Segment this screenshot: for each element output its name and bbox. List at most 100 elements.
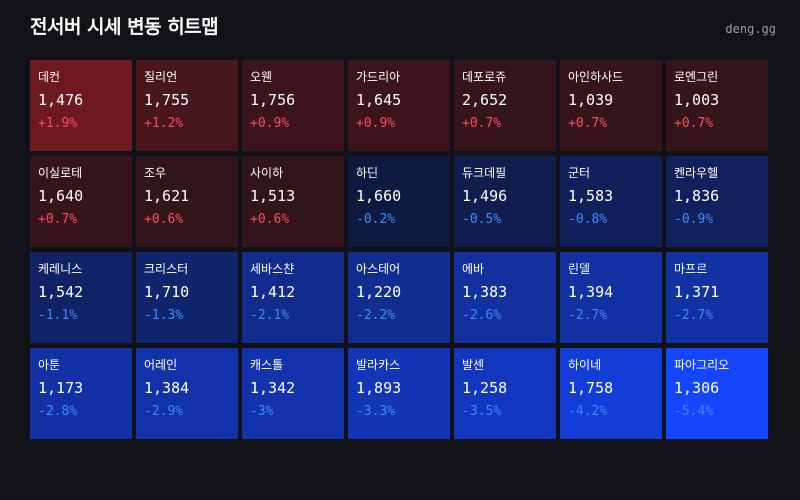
server-price: 1,755 bbox=[144, 91, 190, 109]
server-name: 군터 bbox=[568, 166, 591, 180]
server-price: 1,476 bbox=[38, 91, 84, 109]
server-price: 1,640 bbox=[38, 187, 84, 205]
heatmap-cell: 크리스터 1,710 -1.3% bbox=[136, 252, 238, 343]
server-price: 1,173 bbox=[38, 379, 84, 397]
heatmap-cell: 질리언 1,755 +1.2% bbox=[136, 60, 238, 151]
server-name: 크리스터 bbox=[144, 262, 189, 276]
heatmap-cell: 켄라우헬 1,836 -0.9% bbox=[666, 156, 768, 247]
server-name: 아스테어 bbox=[356, 262, 401, 276]
page-title: 전서버 시세 변동 히트맵 bbox=[30, 16, 219, 38]
server-price: 1,513 bbox=[250, 187, 296, 205]
price-change: +0.7% bbox=[38, 212, 78, 227]
server-price: 1,342 bbox=[250, 379, 296, 397]
price-change: -2.1% bbox=[250, 308, 290, 323]
heatmap-grid: 데컨 1,476 +1.9% 질리언 1,755 +1.2% 오웬 1,756 +0.9% 가드리… bbox=[30, 60, 768, 439]
price-change: -0.8% bbox=[568, 212, 608, 227]
price-change: +0.9% bbox=[250, 116, 290, 131]
server-price: 1,039 bbox=[568, 91, 614, 109]
server-name: 하이네 bbox=[568, 358, 602, 372]
heatmap-cell: 데포로쥬 2,652 +0.7% bbox=[454, 60, 556, 151]
server-name: 사이하 bbox=[250, 166, 284, 180]
server-price: 1,836 bbox=[674, 187, 720, 205]
server-price: 1,621 bbox=[144, 187, 190, 205]
server-price: 1,371 bbox=[674, 283, 720, 301]
server-price: 1,258 bbox=[462, 379, 508, 397]
price-change: +0.7% bbox=[674, 116, 714, 131]
heatmap-cell: 이실로테 1,640 +0.7% bbox=[30, 156, 132, 247]
price-change: +0.6% bbox=[250, 212, 290, 227]
site-watermark: deng.gg bbox=[725, 22, 776, 36]
heatmap-cell: 데컨 1,476 +1.9% bbox=[30, 60, 132, 151]
heatmap-cell: 린델 1,394 -2.7% bbox=[560, 252, 662, 343]
price-change: -0.9% bbox=[674, 212, 714, 227]
price-change: -2.9% bbox=[144, 404, 184, 419]
heatmap-cell: 로엔그린 1,003 +0.7% bbox=[666, 60, 768, 151]
heatmap-cell: 발센 1,258 -3.5% bbox=[454, 348, 556, 439]
heatmap-cell: 어레인 1,384 -2.9% bbox=[136, 348, 238, 439]
server-price: 1,756 bbox=[250, 91, 296, 109]
heatmap-cell: 하딘 1,660 -0.2% bbox=[348, 156, 450, 247]
server-name: 아툰 bbox=[38, 358, 61, 372]
price-change: -1.1% bbox=[38, 308, 78, 323]
heatmap-cell: 아스테어 1,220 -2.2% bbox=[348, 252, 450, 343]
server-name: 데컨 bbox=[38, 70, 61, 84]
price-change: +0.9% bbox=[356, 116, 396, 131]
heatmap-cell: 사이하 1,513 +0.6% bbox=[242, 156, 344, 247]
server-price: 1,710 bbox=[144, 283, 190, 301]
server-name: 조우 bbox=[144, 166, 167, 180]
server-price: 1,645 bbox=[356, 91, 402, 109]
server-price: 1,893 bbox=[356, 379, 402, 397]
server-name: 캐스톨 bbox=[250, 358, 284, 372]
price-change: -0.5% bbox=[462, 212, 502, 227]
server-name: 듀크데필 bbox=[462, 166, 507, 180]
price-change: -3% bbox=[250, 404, 274, 419]
heatmap-cell: 세바스챤 1,412 -2.1% bbox=[242, 252, 344, 343]
heatmap-cell: 마프르 1,371 -2.7% bbox=[666, 252, 768, 343]
server-price: 1,412 bbox=[250, 283, 296, 301]
server-price: 1,660 bbox=[356, 187, 402, 205]
server-price: 2,652 bbox=[462, 91, 508, 109]
price-change: -2.2% bbox=[356, 308, 396, 323]
heatmap-cell: 캐스톨 1,342 -3% bbox=[242, 348, 344, 439]
price-change: +0.7% bbox=[462, 116, 502, 131]
server-price: 1,583 bbox=[568, 187, 614, 205]
heatmap-cell: 듀크데필 1,496 -0.5% bbox=[454, 156, 556, 247]
server-name: 데포로쥬 bbox=[462, 70, 507, 84]
price-change: -2.7% bbox=[568, 308, 608, 323]
server-name: 가드리아 bbox=[356, 70, 401, 84]
heatmap-cell: 군터 1,583 -0.8% bbox=[560, 156, 662, 247]
server-price: 1,220 bbox=[356, 283, 402, 301]
price-change: -2.8% bbox=[38, 404, 78, 419]
heatmap-cell: 아툰 1,173 -2.8% bbox=[30, 348, 132, 439]
server-name: 린델 bbox=[568, 262, 591, 276]
heatmap-cell: 파아그리오 1,306 -5.4% bbox=[666, 348, 768, 439]
price-change: +1.2% bbox=[144, 116, 184, 131]
price-change: -3.3% bbox=[356, 404, 396, 419]
heatmap-cell: 발라카스 1,893 -3.3% bbox=[348, 348, 450, 439]
server-price: 1,542 bbox=[38, 283, 84, 301]
server-price: 1,496 bbox=[462, 187, 508, 205]
server-name: 아인하사드 bbox=[568, 70, 624, 84]
heatmap-cell: 에바 1,383 -2.6% bbox=[454, 252, 556, 343]
server-name: 오웬 bbox=[250, 70, 273, 84]
server-name: 하딘 bbox=[356, 166, 379, 180]
server-name: 켄라우헬 bbox=[674, 166, 719, 180]
server-name: 로엔그린 bbox=[674, 70, 719, 84]
price-change: +0.7% bbox=[568, 116, 608, 131]
price-change: -2.6% bbox=[462, 308, 502, 323]
price-change: -1.3% bbox=[144, 308, 184, 323]
price-change: -2.7% bbox=[674, 308, 714, 323]
server-name: 마프르 bbox=[674, 262, 708, 276]
price-change: -0.2% bbox=[356, 212, 396, 227]
server-name: 파아그리오 bbox=[674, 358, 730, 372]
server-name: 케레니스 bbox=[38, 262, 83, 276]
server-price: 1,758 bbox=[568, 379, 614, 397]
price-change: -4.2% bbox=[568, 404, 608, 419]
price-change: -5.4% bbox=[674, 404, 714, 419]
server-name: 질리언 bbox=[144, 70, 178, 84]
server-price: 1,384 bbox=[144, 379, 190, 397]
server-name: 세바스챤 bbox=[250, 262, 295, 276]
server-name: 발라카스 bbox=[356, 358, 401, 372]
heatmap-cell: 케레니스 1,542 -1.1% bbox=[30, 252, 132, 343]
heatmap-cell: 가드리아 1,645 +0.9% bbox=[348, 60, 450, 151]
